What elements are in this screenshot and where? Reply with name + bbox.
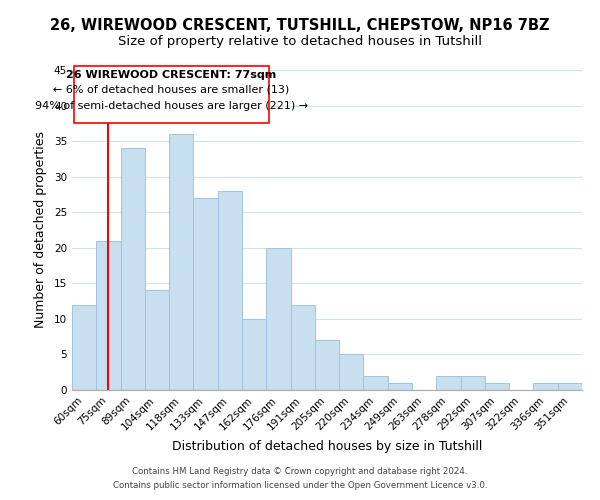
Bar xyxy=(72,304,96,390)
Bar xyxy=(436,376,461,390)
Text: 26 WIREWOOD CRESCENT: 77sqm: 26 WIREWOOD CRESCENT: 77sqm xyxy=(67,70,277,80)
X-axis label: Distribution of detached houses by size in Tutshill: Distribution of detached houses by size … xyxy=(172,440,482,453)
Bar xyxy=(290,304,315,390)
Bar xyxy=(169,134,193,390)
Bar xyxy=(242,319,266,390)
Bar xyxy=(266,248,290,390)
Text: ← 6% of detached houses are smaller (13): ← 6% of detached houses are smaller (13) xyxy=(53,85,290,95)
Bar xyxy=(533,383,558,390)
Bar xyxy=(461,376,485,390)
Bar xyxy=(121,148,145,390)
Bar xyxy=(339,354,364,390)
Text: Contains public sector information licensed under the Open Government Licence v3: Contains public sector information licen… xyxy=(113,481,487,490)
Text: Size of property relative to detached houses in Tutshill: Size of property relative to detached ho… xyxy=(118,35,482,48)
Bar xyxy=(315,340,339,390)
Bar xyxy=(558,383,582,390)
Bar xyxy=(96,240,121,390)
Text: 26, WIREWOOD CRESCENT, TUTSHILL, CHEPSTOW, NP16 7BZ: 26, WIREWOOD CRESCENT, TUTSHILL, CHEPSTO… xyxy=(50,18,550,32)
Bar xyxy=(145,290,169,390)
Bar xyxy=(218,191,242,390)
Bar xyxy=(485,383,509,390)
Y-axis label: Number of detached properties: Number of detached properties xyxy=(34,132,47,328)
Bar xyxy=(193,198,218,390)
Text: Contains HM Land Registry data © Crown copyright and database right 2024.: Contains HM Land Registry data © Crown c… xyxy=(132,467,468,476)
Bar xyxy=(74,66,269,124)
Bar xyxy=(364,376,388,390)
Bar xyxy=(388,383,412,390)
Text: 94% of semi-detached houses are larger (221) →: 94% of semi-detached houses are larger (… xyxy=(35,100,308,110)
